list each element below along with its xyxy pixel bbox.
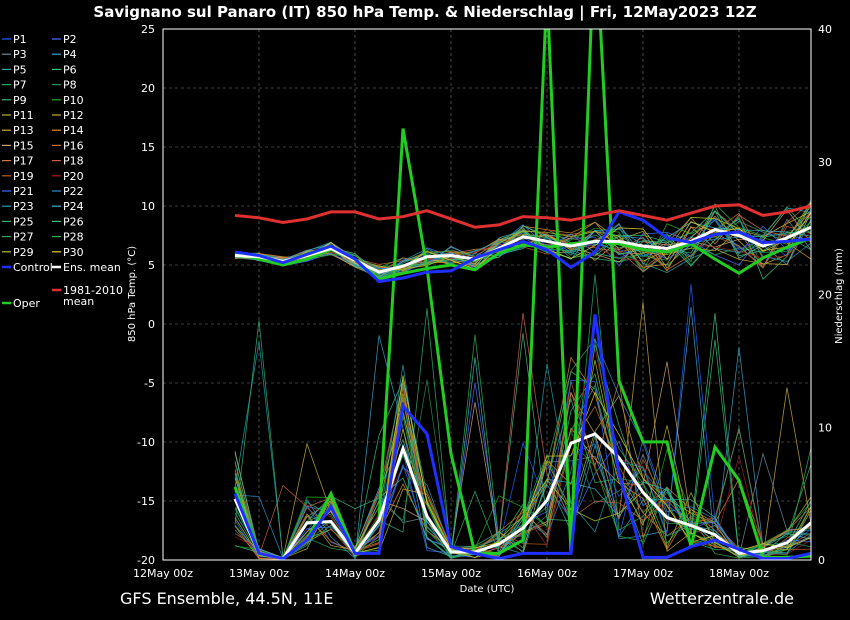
member-temp-line [234, 218, 811, 273]
y-tick-label: 10 [141, 200, 155, 213]
legend-label: P7 [13, 79, 27, 92]
member-temp-line [234, 203, 811, 271]
legend-label: P9 [13, 94, 27, 107]
y-axis-label: 850 hPa Temp. (°C) [127, 246, 138, 342]
legend-label: P8 [63, 79, 77, 92]
y-axis-ticks: 25 20 15 10 5 0 -5 -10 -15 -20 [137, 23, 155, 567]
legend-label: P24 [63, 200, 84, 213]
y-tick-label: -15 [137, 495, 155, 508]
grid [162, 28, 811, 561]
y2-tick-label: 0 [818, 554, 825, 567]
legend-label: P6 [63, 63, 77, 76]
y-tick-label: 15 [141, 141, 155, 154]
legend-label: P27 [13, 231, 34, 244]
legend-label: 1981-2010 [63, 284, 123, 297]
legend-label: P12 [63, 109, 84, 122]
y2-tick-label: 30 [818, 156, 832, 169]
legend-label: P26 [63, 215, 84, 228]
legend-label: P22 [63, 185, 84, 198]
y2-axis-label: Niederschlag (mm) [834, 248, 845, 344]
legend-label: P2 [63, 33, 77, 46]
legend-label: P5 [13, 63, 27, 76]
legend-label: P16 [63, 139, 84, 152]
legend-label: P17 [13, 155, 34, 168]
chart-title: Savignano sul Panaro (IT) 850 hPa Temp. … [93, 3, 756, 22]
x-tick-label: 12May 00z [133, 567, 193, 580]
precip-line-ens-mean [233, 432, 811, 560]
precip-line-oper [233, 29, 811, 560]
y2-tick-label: 40 [818, 23, 832, 36]
x-axis-label: Date (UTC) [460, 584, 515, 595]
legend-label: P28 [63, 231, 84, 244]
legend-label: P21 [13, 185, 34, 198]
x-tick-label: 16May 00z [517, 567, 577, 580]
legend-label: P25 [13, 215, 34, 228]
x-tick-label: 18May 00z [709, 567, 769, 580]
legend-label: P15 [13, 139, 34, 152]
legend-label: P29 [13, 246, 34, 259]
legend-label: P13 [13, 124, 34, 137]
y2-tick-label: 20 [818, 289, 832, 302]
x-axis-ticks: 12May 00z 13May 00z 14May 00z 15May 00z 16Ma… [133, 567, 769, 580]
member-precip-line [234, 312, 811, 558]
y-tick-label: -5 [144, 377, 155, 390]
y-tick-label: -10 [137, 436, 155, 449]
footer-site: Wetterzentrale.de [650, 589, 794, 608]
main-lines [233, 29, 811, 560]
legend-label: P18 [63, 155, 84, 168]
y2-tick-label: 10 [818, 421, 832, 434]
precip-line-control [233, 314, 811, 560]
x-tick-label: 17May 00z [613, 567, 673, 580]
y-tick-label: 0 [148, 318, 155, 331]
legend-label: P4 [63, 48, 77, 61]
legend-label: P20 [63, 170, 84, 183]
member-precip-line [234, 307, 811, 560]
x-tick-label: 13May 00z [229, 567, 289, 580]
legend-label: P11 [13, 109, 34, 122]
legend-label: P30 [63, 246, 84, 259]
temp-line-ens-mean [234, 225, 811, 274]
y-tick-label: 25 [141, 23, 155, 36]
legend-label: mean [63, 295, 94, 308]
y-tick-label: -20 [137, 554, 155, 567]
temp-line-1981-2010-mean [234, 203, 811, 229]
legend-label: Oper [13, 297, 40, 310]
legend-label: P10 [63, 94, 84, 107]
legend-label: P19 [13, 170, 34, 183]
member-precip-line [234, 381, 811, 559]
x-tick-label: 14May 00z [325, 567, 385, 580]
legend-label: P1 [13, 33, 27, 46]
x-tick-label: 15May 00z [421, 567, 481, 580]
legend-label: Control [13, 261, 53, 274]
temp-line-control [234, 210, 811, 284]
y2-axis-ticks: 40 30 20 10 0 [818, 23, 832, 567]
legend-label: P23 [13, 200, 34, 213]
legend-label: P3 [13, 48, 27, 61]
legend-label: Ens. mean [63, 261, 121, 274]
y-tick-label: 20 [141, 82, 155, 95]
y-tick-label: 5 [148, 259, 155, 272]
footer-source: GFS Ensemble, 44.5N, 11E [120, 589, 333, 608]
legend: P1 P2 P3 P4 P5 P6 P7 P8 P9 P10 P11 P12 P13 P14 P15 P16 P… [2, 33, 123, 310]
plot-frame [162, 28, 812, 561]
member-precip-line [234, 341, 811, 560]
legend-label: P14 [63, 124, 84, 137]
